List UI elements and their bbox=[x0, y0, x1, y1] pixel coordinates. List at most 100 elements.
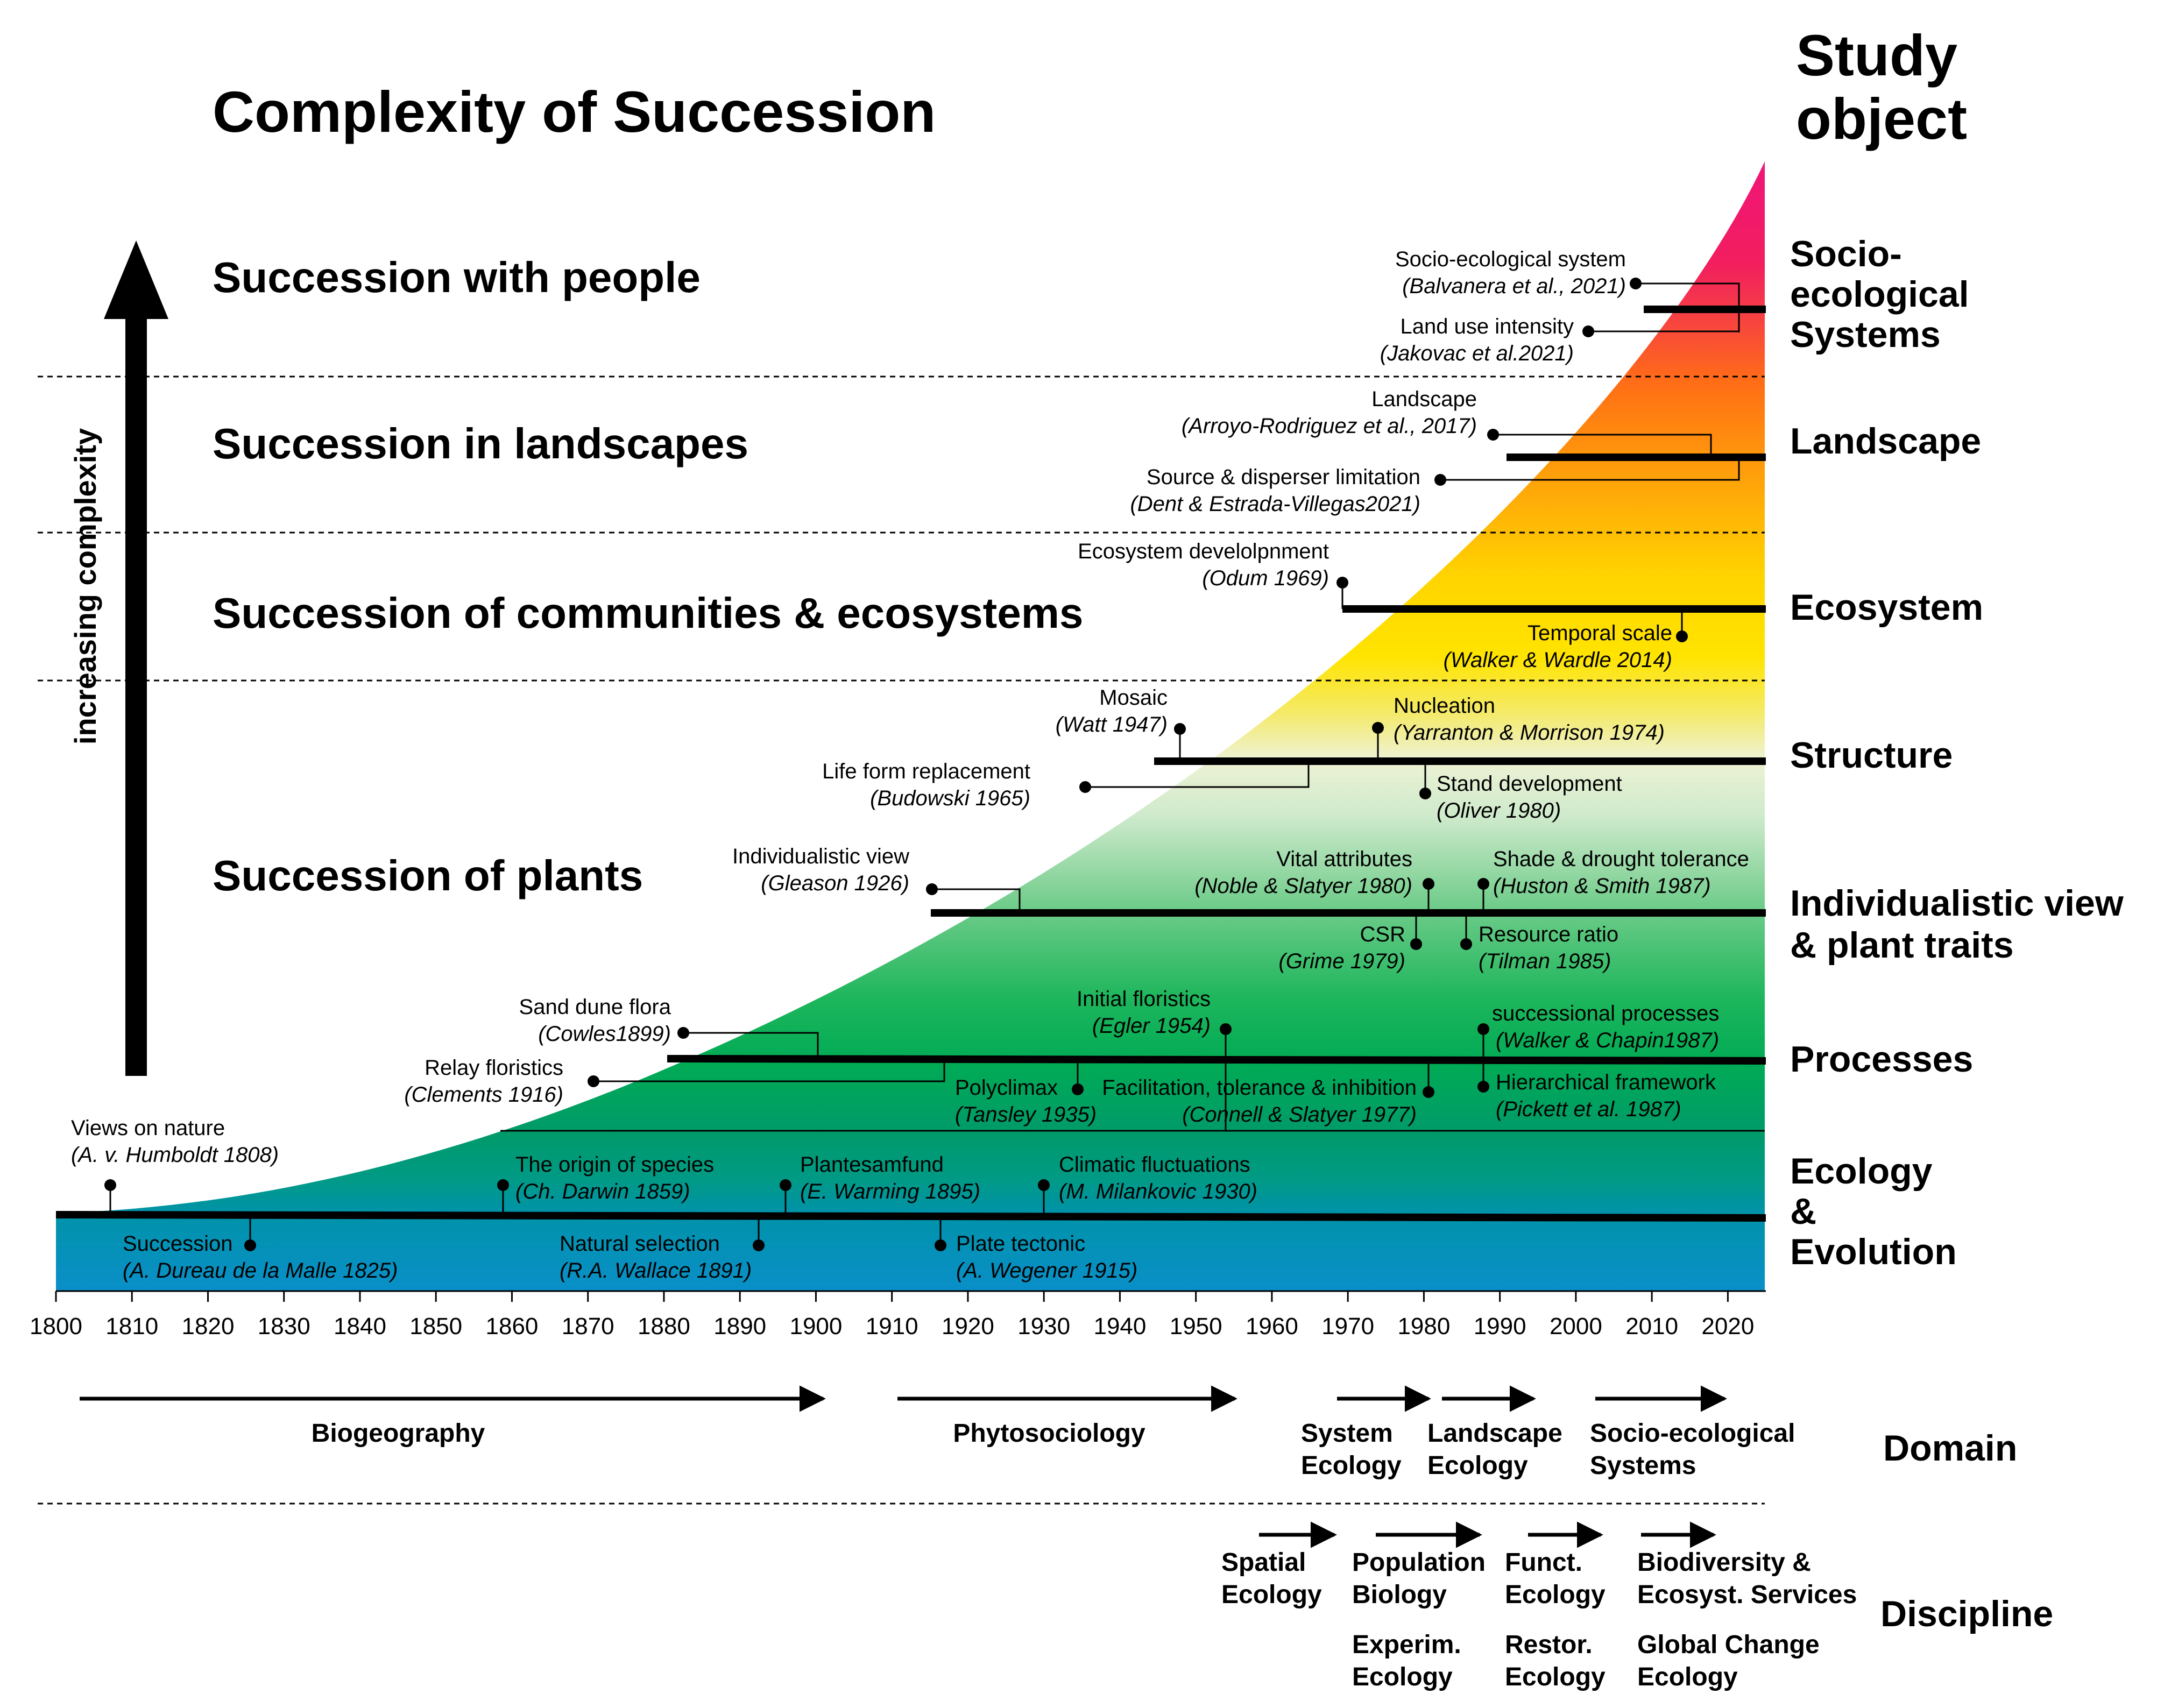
event-label: Ecosystem develolpnment bbox=[1078, 540, 1329, 563]
x-tick-label: 1950 bbox=[1170, 1313, 1222, 1340]
event-citation: (Balvanera et al., 2021) bbox=[1402, 274, 1626, 298]
study-processes: Processes bbox=[1790, 1039, 1973, 1080]
study-individualistic: & plant traits bbox=[1790, 925, 2014, 966]
domain-label: Systems bbox=[1590, 1451, 1696, 1480]
event-label: Individualistic view bbox=[732, 845, 909, 868]
discipline-label: Biology bbox=[1352, 1581, 1447, 1609]
event-label: Relay floristics bbox=[425, 1056, 563, 1080]
event-citation: (A. Dureau de la Malle 1825) bbox=[123, 1259, 398, 1282]
x-tick-label: 2010 bbox=[1625, 1313, 1678, 1340]
x-tick-label: 1840 bbox=[334, 1313, 386, 1340]
event-label: CSR bbox=[1360, 923, 1405, 946]
event-label: Views on nature bbox=[71, 1116, 225, 1140]
domain-label: Ecology bbox=[1427, 1451, 1528, 1480]
event-citation: (Connell & Slatyer 1977) bbox=[1182, 1103, 1417, 1126]
event-label: Temporal scale bbox=[1527, 621, 1672, 645]
x-tick-label: 1860 bbox=[486, 1313, 539, 1340]
domain-label: Landscape bbox=[1427, 1419, 1562, 1448]
event-label: Land use intensity bbox=[1401, 315, 1574, 338]
discipline-label: Restor. bbox=[1505, 1631, 1593, 1659]
x-tick-label: 1990 bbox=[1474, 1313, 1526, 1340]
x-tick-label: 1850 bbox=[409, 1313, 462, 1340]
x-tick-label: 1930 bbox=[1017, 1313, 1070, 1340]
study-individualistic: Individualistic view bbox=[1790, 883, 2124, 924]
discipline-label: Ecology bbox=[1637, 1663, 1738, 1691]
study-ecosystem: Ecosystem bbox=[1790, 587, 1983, 628]
x-tick-label: 1960 bbox=[1246, 1313, 1298, 1340]
event-label: Life form replacement bbox=[822, 760, 1030, 783]
x-tick-label: 2020 bbox=[1701, 1313, 1754, 1340]
level-label-plants: Succession of plants bbox=[213, 852, 643, 899]
event-citation: (Clements 1916) bbox=[404, 1083, 563, 1107]
x-tick-label: 2000 bbox=[1550, 1313, 1602, 1340]
event-label: Shade & drought tolerance bbox=[1493, 847, 1749, 871]
discipline-label: Population bbox=[1352, 1548, 1486, 1577]
event-citation: (Egler 1954) bbox=[1092, 1014, 1211, 1038]
event-citation: (A. Wegener 1915) bbox=[956, 1259, 1137, 1282]
event-citation: (Watt 1947) bbox=[1056, 713, 1168, 736]
discipline-label: Ecology bbox=[1505, 1581, 1606, 1609]
processes-bar bbox=[667, 1055, 1766, 1065]
event-label: Mosaic bbox=[1099, 686, 1168, 710]
study-ecology: Evolution bbox=[1790, 1231, 1957, 1272]
discipline-label: Funct. bbox=[1505, 1548, 1582, 1577]
event-label: Climatic fluctuations bbox=[1059, 1153, 1250, 1177]
event-citation: (Oliver 1980) bbox=[1437, 799, 1561, 823]
x-tick-label: 1910 bbox=[866, 1313, 918, 1340]
discipline-label: Experim. bbox=[1352, 1631, 1461, 1659]
x-tick-label: 1820 bbox=[182, 1313, 235, 1340]
event-citation: (Dent & Estrada-Villegas2021) bbox=[1130, 492, 1420, 516]
event-label: Landscape bbox=[1371, 387, 1477, 411]
event-citation: (R.A. Wallace 1891) bbox=[560, 1259, 752, 1282]
study-socio: Socio- bbox=[1790, 233, 1902, 274]
event-citation: (Odum 1969) bbox=[1202, 566, 1329, 590]
event-label: Plate tectonic bbox=[956, 1232, 1085, 1256]
discipline-label: Biodiversity & bbox=[1637, 1548, 1811, 1577]
x-tick-label: 1830 bbox=[258, 1313, 310, 1340]
domain-label: System bbox=[1301, 1419, 1393, 1448]
x-tick-label: 1810 bbox=[105, 1313, 158, 1340]
event-citation: (Walker & Chapin1987) bbox=[1496, 1029, 1719, 1052]
x-tick-label: 1970 bbox=[1321, 1313, 1374, 1340]
event-label: Source & disperser limitation bbox=[1147, 465, 1420, 489]
study-object-heading: object bbox=[1796, 86, 1967, 151]
level-label-landscapes: Succession in landscapes bbox=[213, 420, 748, 467]
event-citation: (E. Warming 1895) bbox=[800, 1180, 980, 1203]
event-citation: (Grime 1979) bbox=[1278, 949, 1405, 973]
domain-label: Socio-ecological bbox=[1590, 1419, 1795, 1448]
level-label-people: Succession with people bbox=[213, 253, 701, 301]
diagram-title: Complexity of Succession bbox=[213, 79, 936, 144]
event-citation: (Budowski 1965) bbox=[870, 786, 1030, 810]
event-label: Natural selection bbox=[560, 1232, 720, 1256]
discipline-label: Spatial bbox=[1221, 1548, 1306, 1577]
event-label: Succession bbox=[123, 1232, 233, 1256]
x-tick-label: 1920 bbox=[942, 1313, 994, 1340]
connector-lines bbox=[109, 282, 1740, 1245]
x-tick-label: 1870 bbox=[562, 1313, 614, 1340]
discipline-label: Ecosyst. Services bbox=[1637, 1581, 1857, 1609]
event-label: Resource ratio bbox=[1479, 923, 1618, 946]
event-citation: (Arroyo-Rodriguez et al., 2017) bbox=[1182, 414, 1477, 438]
domain-label: Ecology bbox=[1301, 1451, 1402, 1480]
event-label: Stand development bbox=[1437, 772, 1622, 796]
event-label: Sand dune flora bbox=[519, 995, 671, 1019]
event-citation: (Noble & Slatyer 1980) bbox=[1194, 874, 1412, 898]
domain-label: Biogeography bbox=[312, 1419, 485, 1448]
y-axis-label: increasing complexity bbox=[68, 428, 102, 745]
study-socio: Systems bbox=[1790, 314, 1941, 355]
study-socio: ecological bbox=[1790, 274, 1969, 315]
study-landscape: Landscape bbox=[1790, 421, 1981, 462]
event-label: Polyclimax bbox=[955, 1076, 1058, 1100]
event-citation: (Huston & Smith 1987) bbox=[1493, 874, 1711, 898]
discipline-heading: Discipline bbox=[1880, 1593, 2053, 1634]
event-citation: (Walker & Wardle 2014) bbox=[1444, 648, 1672, 672]
event-citation: (Ch. Darwin 1859) bbox=[515, 1180, 690, 1203]
study-structure: Structure bbox=[1790, 735, 1953, 776]
study-ecology: & bbox=[1790, 1191, 1816, 1232]
event-label: Hierarchical framework bbox=[1496, 1071, 1716, 1094]
event-label: Facilitation, tolerance & inhibition bbox=[1102, 1076, 1417, 1100]
x-tick-label: 1940 bbox=[1093, 1313, 1146, 1340]
discipline-label: Ecology bbox=[1505, 1663, 1606, 1691]
study-object-heading: Study bbox=[1796, 23, 1957, 88]
